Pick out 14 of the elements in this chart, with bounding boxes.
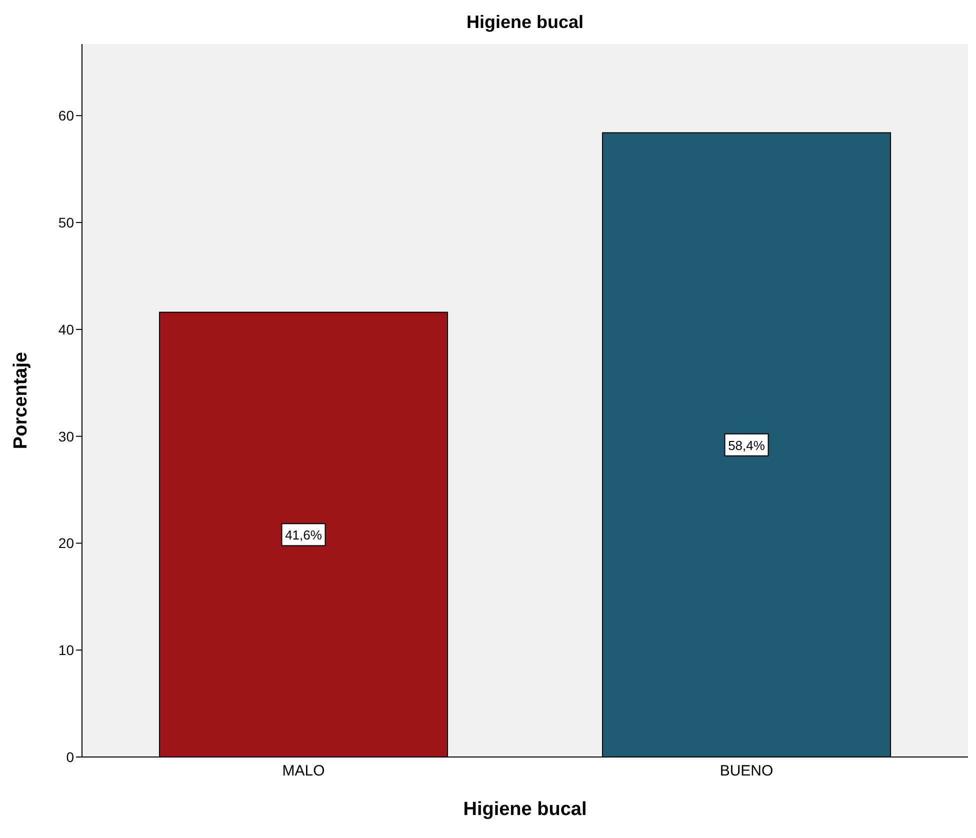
- data-label: 58,4%: [728, 438, 766, 453]
- y-tick-label: 30: [58, 428, 74, 444]
- y-tick-label: 0: [66, 748, 74, 765]
- y-tick-label: 20: [58, 535, 74, 552]
- y-tick-label: 40: [58, 321, 74, 338]
- data-label: 41,6%: [285, 528, 322, 543]
- y-tick-label: 10: [58, 642, 74, 658]
- y-tick-label: 50: [58, 214, 74, 230]
- x-tick-label: MALO: [282, 762, 325, 780]
- x-axis-title: Higiene bucal: [463, 799, 587, 820]
- y-axis-title: Porcentaje: [10, 352, 32, 450]
- x-tick-label: BUENO: [720, 762, 774, 780]
- y-tick-label: 60: [58, 108, 74, 124]
- chart-title: Higiene bucal: [465, 11, 585, 34]
